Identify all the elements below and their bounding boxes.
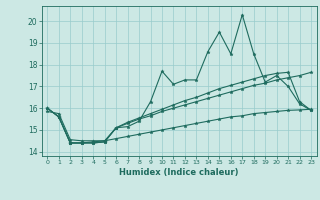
X-axis label: Humidex (Indice chaleur): Humidex (Indice chaleur) (119, 168, 239, 177)
